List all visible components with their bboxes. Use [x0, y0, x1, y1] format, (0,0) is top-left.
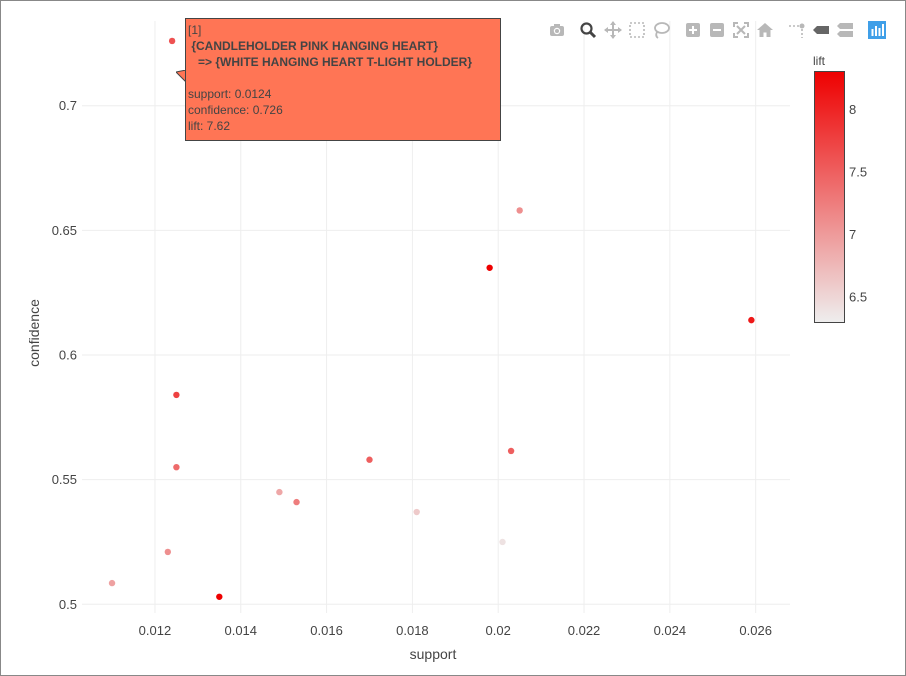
scatter-point[interactable]	[499, 538, 506, 546]
x-tick-label: 0.026	[739, 623, 772, 638]
scatter-point[interactable]	[366, 456, 373, 463]
colorbar-tick-label: 8	[849, 102, 856, 117]
y-tick-label: 0.55	[52, 472, 77, 487]
x-tick-label: 0.018	[396, 623, 429, 638]
scatter-point[interactable]	[216, 593, 223, 600]
colorbar-tick-label: 6.5	[849, 290, 867, 305]
scatter-point[interactable]	[173, 391, 180, 399]
x-tick-label: 0.012	[139, 623, 172, 638]
tooltip-lift: lift: 7.62	[188, 119, 231, 133]
scatter-point[interactable]	[108, 579, 116, 587]
reset-axes-icon[interactable]	[755, 20, 775, 40]
scatter-point[interactable]	[516, 207, 523, 214]
tooltip-rhs: => {WHITE HANGING HEART T-LIGHT HOLDER}	[188, 55, 473, 69]
x-tick-label: 0.016	[310, 623, 343, 638]
scatter-point[interactable]	[276, 488, 283, 496]
scatter-point[interactable]	[168, 37, 176, 45]
y-axis-ticks: 0.5 0.55 0.6 0.65 0.7	[52, 98, 77, 612]
spike-lines-icon[interactable]	[787, 20, 807, 40]
colorbar: lift 6.5 7 7.5 8	[813, 54, 867, 323]
x-tick-label: 0.02	[486, 623, 511, 638]
y-tick-label: 0.5	[59, 597, 77, 612]
scatter-point[interactable]	[507, 447, 515, 455]
colorbar-gradient	[814, 71, 845, 323]
zoom-in-icon[interactable]	[683, 20, 703, 40]
y-tick-label: 0.6	[59, 348, 77, 363]
tooltip-confidence: confidence: 0.726	[188, 103, 283, 117]
scatter-point[interactable]	[173, 463, 180, 471]
x-tick-label: 0.024	[654, 623, 687, 638]
hover-tooltip: [1] {CANDLEHOLDER PINK HANGING HEART} =>…	[185, 18, 501, 141]
x-tick-label: 0.022	[568, 623, 601, 638]
colorbar-ticks: 6.5 7 7.5 8	[849, 102, 867, 305]
colorbar-title: lift	[813, 54, 826, 68]
scatter-point[interactable]	[413, 508, 420, 516]
pan-icon[interactable]	[603, 20, 623, 40]
lasso-icon[interactable]	[651, 20, 671, 40]
tooltip-spacer	[188, 70, 498, 86]
zoom-icon[interactable]	[578, 20, 598, 40]
hover-compare-icon[interactable]	[835, 20, 855, 40]
hover-closest-icon[interactable]	[811, 20, 831, 40]
y-tick-label: 0.7	[59, 98, 77, 113]
x-axis-label: support	[410, 646, 457, 662]
colorbar-tick-label: 7	[849, 227, 856, 242]
tooltip-index: [1]	[188, 23, 202, 37]
scatter-point[interactable]	[748, 316, 755, 324]
x-axis-ticks: 0.012 0.014 0.016 0.018 0.02 0.022 0.024 0.026	[139, 623, 772, 638]
tooltip-lhs: {CANDLEHOLDER PINK HANGING HEART}	[188, 39, 439, 53]
y-axis-label: confidence	[26, 299, 42, 367]
camera-icon[interactable]	[547, 20, 567, 40]
zoom-out-icon[interactable]	[707, 20, 727, 40]
autoscale-icon[interactable]	[731, 20, 751, 40]
scatter-point[interactable]	[293, 498, 300, 506]
scatter-point[interactable]	[486, 264, 493, 271]
tooltip-support: support: 0.0124	[188, 87, 272, 101]
x-tick-label: 0.014	[224, 623, 257, 638]
scatter-points	[108, 37, 755, 600]
scatter-point[interactable]	[164, 548, 172, 556]
y-tick-label: 0.65	[52, 223, 77, 238]
colorbar-tick-label: 7.5	[849, 165, 867, 180]
plotly-logo-icon[interactable]	[867, 20, 887, 40]
box-select-icon[interactable]	[627, 20, 647, 40]
